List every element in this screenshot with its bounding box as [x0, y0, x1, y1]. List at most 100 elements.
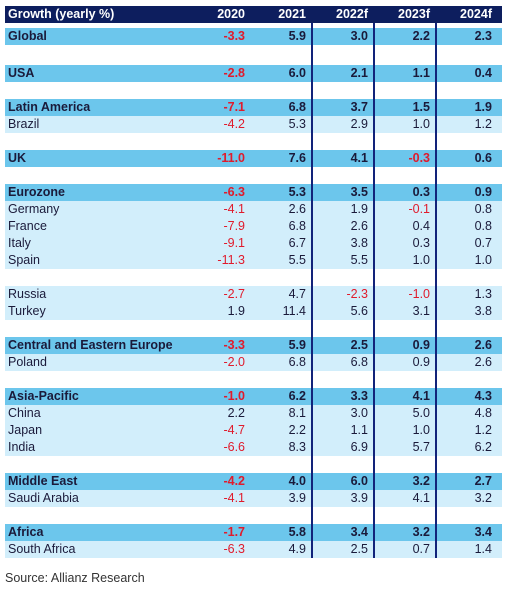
- header-2023f: 2023f: [398, 7, 430, 21]
- value-2021: 6.8: [288, 355, 306, 369]
- column-divider: [435, 23, 437, 558]
- value-2020: 2.2: [227, 406, 245, 420]
- value-2021: 5.9: [288, 338, 306, 352]
- value-2024f: 2.6: [474, 355, 492, 369]
- value-2022f: 6.0: [350, 474, 368, 488]
- table-row-middle-east: Middle East -4.2 4.0 6.0 3.2 2.7: [5, 473, 502, 490]
- value-2021: 6.8: [288, 100, 306, 114]
- region-label: USA: [8, 66, 35, 80]
- value-2022f: 2.5: [350, 338, 368, 352]
- value-2020: -2.0: [223, 355, 245, 369]
- value-2022f: 2.1: [350, 66, 368, 80]
- region-label: South Africa: [8, 542, 76, 556]
- value-2023f: 3.2: [412, 474, 430, 488]
- value-2023f: 0.4: [412, 219, 430, 233]
- value-2020: -6.3: [223, 542, 245, 556]
- table-row-china: China 2.2 8.1 3.0 5.0 4.8: [5, 405, 502, 422]
- value-2020: -2.8: [223, 66, 245, 80]
- value-2024f: 3.8: [474, 304, 492, 318]
- value-2022f: 1.9: [350, 202, 368, 216]
- value-2021: 5.3: [288, 185, 306, 199]
- value-2020: -1.0: [223, 389, 245, 403]
- region-label: Italy: [8, 236, 31, 250]
- table-row-russia: Russia -2.7 4.7 -2.3 -1.0 1.3: [5, 286, 502, 303]
- value-2021: 5.5: [288, 253, 306, 267]
- value-2021: 5.9: [288, 29, 306, 43]
- table-row-africa: Africa -1.7 5.8 3.4 3.2 3.4: [5, 524, 502, 541]
- value-2021: 6.0: [288, 66, 306, 80]
- value-2020: -4.1: [223, 491, 245, 505]
- region-label: Poland: [8, 355, 47, 369]
- value-2023f: 4.1: [412, 389, 430, 403]
- value-2024f: 3.2: [474, 491, 492, 505]
- value-2021: 4.9: [288, 542, 306, 556]
- value-2021: 4.0: [288, 474, 306, 488]
- table-row-usa: USA -2.8 6.0 2.1 1.1 0.4: [5, 65, 502, 82]
- value-2023f: 3.1: [412, 304, 430, 318]
- column-divider: [311, 23, 313, 558]
- region-label: Asia-Pacific: [8, 389, 79, 403]
- table-row-latin-america: Latin America -7.1 6.8 3.7 1.5 1.9: [5, 99, 502, 116]
- value-2024f: 1.0: [474, 253, 492, 267]
- value-2022f: 5.6: [350, 304, 368, 318]
- table-row-italy: Italy -9.1 6.7 3.8 0.3 0.7: [5, 235, 502, 252]
- value-2022f: 3.8: [350, 236, 368, 250]
- value-2024f: 6.2: [474, 440, 492, 454]
- value-2023f: 1.0: [412, 423, 430, 437]
- value-2020: -1.7: [223, 525, 245, 539]
- value-2020: -3.3: [223, 338, 245, 352]
- value-2021: 3.9: [288, 491, 306, 505]
- value-2024f: 1.3: [474, 287, 492, 301]
- header-2024f: 2024f: [460, 7, 492, 21]
- value-2023f: 1.0: [412, 253, 430, 267]
- value-2020: -3.3: [223, 29, 245, 43]
- header-2020: 2020: [217, 7, 245, 21]
- source-note: Source: Allianz Research: [5, 571, 145, 585]
- region-label: Spain: [8, 253, 40, 267]
- table-row-south-africa: South Africa -6.3 4.9 2.5 0.7 1.4: [5, 541, 502, 558]
- value-2023f: 5.0: [412, 406, 430, 420]
- region-label: Germany: [8, 202, 60, 216]
- value-2020: -6.6: [223, 440, 245, 454]
- value-2023f: -1.0: [408, 287, 430, 301]
- value-2024f: 0.9: [474, 185, 492, 199]
- value-2024f: 1.2: [474, 117, 492, 131]
- table-row-spain: Spain -11.3 5.5 5.5 1.0 1.0: [5, 252, 502, 269]
- value-2023f: 5.7: [412, 440, 430, 454]
- value-2022f: 4.1: [350, 151, 368, 165]
- value-2023f: -0.1: [408, 202, 430, 216]
- value-2024f: 1.2: [474, 423, 492, 437]
- value-2023f: 1.5: [412, 100, 430, 114]
- value-2023f: 1.1: [412, 66, 430, 80]
- value-2021: 7.6: [288, 151, 306, 165]
- value-2021: 2.2: [288, 423, 306, 437]
- value-2020: -6.3: [223, 185, 245, 199]
- table-row-turkey: Turkey 1.9 11.4 5.6 3.1 3.8: [5, 303, 502, 320]
- region-label: Eurozone: [8, 185, 65, 199]
- value-2024f: 0.6: [474, 151, 492, 165]
- value-2023f: 0.7: [412, 542, 430, 556]
- table-header: Growth (yearly %) 2020 2021 2022f 2023f 2024f: [5, 6, 502, 23]
- region-label: Russia: [8, 287, 47, 301]
- value-2024f: 3.4: [474, 525, 492, 539]
- table-row-germany: Germany -4.1 2.6 1.9 -0.1 0.8: [5, 201, 502, 218]
- value-2022f: 3.4: [350, 525, 368, 539]
- table-row-central-and-eastern-europe: Central and Eastern Europe -3.3 5.9 2.5 0.9 2…: [5, 337, 502, 354]
- table-row-uk: UK -11.0 7.6 4.1 -0.3 0.6: [5, 150, 502, 167]
- value-2024f: 1.4: [474, 542, 492, 556]
- value-2021: 5.8: [288, 525, 306, 539]
- region-label: Africa: [8, 525, 44, 539]
- region-label: Brazil: [8, 117, 40, 131]
- value-2021: 6.2: [288, 389, 306, 403]
- region-label: Saudi Arabia: [8, 491, 79, 505]
- value-2023f: 0.3: [412, 185, 430, 199]
- region-label: France: [8, 219, 47, 233]
- value-2020: -11.3: [217, 253, 245, 267]
- region-label: Latin America: [8, 100, 91, 114]
- value-2020: -7.9: [223, 219, 245, 233]
- column-divider: [373, 23, 375, 558]
- value-2022f: 5.5: [350, 253, 368, 267]
- region-label: UK: [8, 151, 27, 165]
- value-2023f: 4.1: [412, 491, 430, 505]
- table-row-asia-pacific: Asia-Pacific -1.0 6.2 3.3 4.1 4.3: [5, 388, 502, 405]
